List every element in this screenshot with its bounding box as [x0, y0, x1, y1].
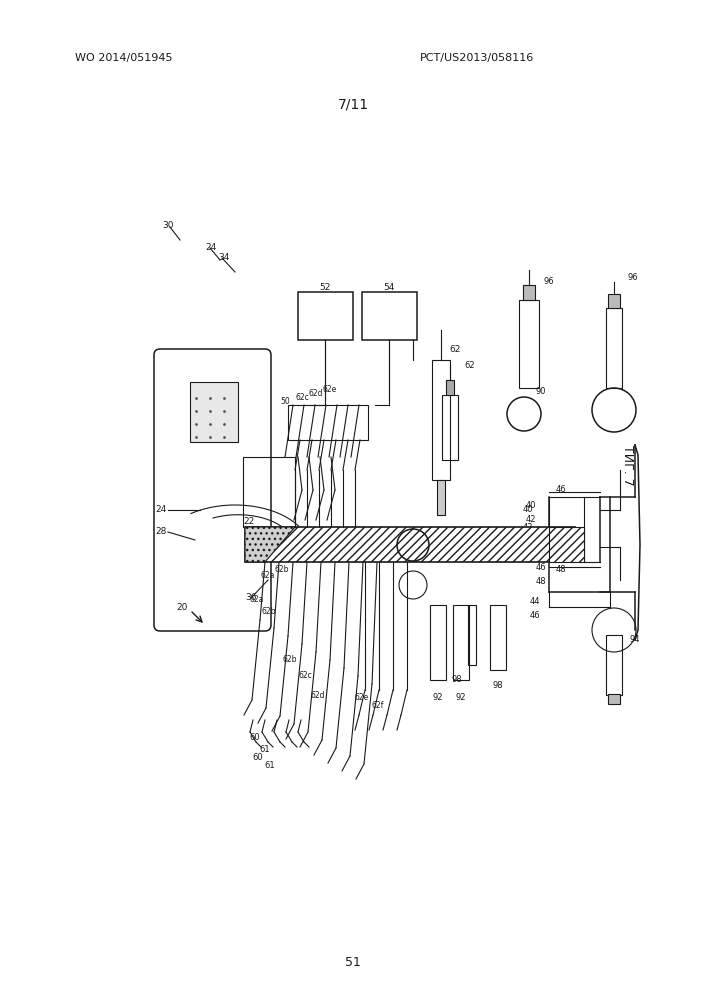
Text: PCT/US2013/058116: PCT/US2013/058116 — [420, 53, 534, 63]
Bar — [446, 380, 454, 395]
Text: 62d: 62d — [309, 389, 323, 398]
Text: 44: 44 — [522, 540, 533, 550]
Text: 51: 51 — [345, 956, 361, 968]
Bar — [608, 694, 620, 704]
Bar — [288, 405, 368, 440]
Text: 30: 30 — [162, 221, 173, 230]
Text: 62: 62 — [464, 360, 474, 369]
Text: 60: 60 — [252, 752, 263, 762]
Text: 48: 48 — [556, 566, 566, 574]
Text: 62b: 62b — [283, 656, 297, 664]
Text: WO 2014/051945: WO 2014/051945 — [75, 53, 173, 63]
Text: 92: 92 — [456, 694, 466, 702]
Text: 62e: 62e — [355, 694, 369, 702]
Bar — [190, 382, 238, 442]
Text: 28: 28 — [155, 528, 166, 536]
Bar — [608, 294, 620, 308]
Text: 46: 46 — [536, 564, 547, 572]
Text: 62e: 62e — [323, 385, 337, 394]
Text: 46: 46 — [556, 486, 566, 494]
Text: 62f: 62f — [372, 700, 384, 710]
Text: 44: 44 — [530, 597, 540, 606]
Text: 46: 46 — [530, 610, 541, 619]
Bar — [468, 605, 476, 665]
Text: 96: 96 — [627, 273, 638, 282]
Bar — [523, 285, 535, 300]
Text: 61: 61 — [264, 760, 275, 770]
Bar — [442, 395, 458, 460]
Bar — [519, 300, 539, 388]
Text: 60: 60 — [250, 734, 260, 742]
Text: 52: 52 — [320, 284, 331, 292]
Bar — [453, 605, 469, 680]
Bar — [430, 605, 446, 680]
Text: 62a: 62a — [250, 595, 264, 604]
Text: 62b: 62b — [261, 607, 276, 616]
Text: 40: 40 — [526, 500, 536, 510]
Bar — [490, 605, 506, 670]
Text: 62c: 62c — [295, 393, 309, 402]
Text: 90: 90 — [536, 387, 547, 396]
Text: 62c: 62c — [298, 670, 312, 680]
Bar — [606, 635, 622, 695]
Text: 48: 48 — [536, 578, 547, 586]
Text: 98: 98 — [451, 676, 462, 684]
Text: 54: 54 — [383, 284, 395, 292]
Bar — [432, 360, 450, 480]
Text: 20: 20 — [176, 602, 187, 611]
Bar — [243, 457, 295, 527]
Bar — [298, 292, 353, 340]
Text: 42: 42 — [522, 524, 533, 532]
Text: 7/11: 7/11 — [337, 98, 368, 112]
Text: 61: 61 — [259, 746, 270, 754]
Text: 96: 96 — [543, 277, 554, 286]
Text: 42: 42 — [526, 516, 536, 524]
Text: 44: 44 — [526, 530, 536, 540]
Text: 24: 24 — [155, 506, 166, 514]
Bar — [549, 527, 584, 562]
Text: 22: 22 — [243, 518, 255, 526]
Bar — [606, 308, 622, 388]
Text: 62: 62 — [450, 346, 461, 355]
Text: 92: 92 — [433, 694, 443, 702]
Polygon shape — [245, 527, 295, 562]
Text: 34: 34 — [218, 253, 229, 262]
Text: 24: 24 — [205, 243, 216, 252]
Text: 94: 94 — [630, 636, 641, 645]
Text: 40: 40 — [522, 506, 533, 514]
Text: 62a: 62a — [261, 570, 275, 580]
Text: 62d: 62d — [311, 690, 325, 700]
Bar — [362, 292, 417, 340]
Text: 50: 50 — [280, 397, 290, 406]
Text: ΤИГ. 7: ΤИГ. 7 — [621, 445, 634, 485]
Bar — [245, 527, 575, 562]
Bar — [437, 480, 445, 515]
Text: 62b: 62b — [275, 566, 289, 574]
Text: 36: 36 — [245, 593, 257, 602]
Text: 98: 98 — [493, 680, 503, 690]
